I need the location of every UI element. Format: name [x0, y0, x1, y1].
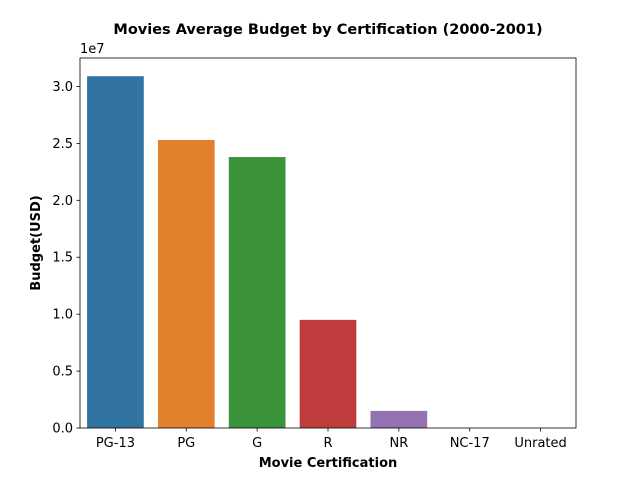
bar-pg [157, 139, 215, 428]
chart-title: Movies Average Budget by Certification (… [113, 22, 542, 38]
y-tick-label: 0.0 [52, 422, 73, 437]
y-axis-offset-label: 1e7 [80, 42, 105, 57]
y-tick-label: 0.5 [52, 365, 73, 380]
bar-pg-13 [87, 76, 144, 428]
y-tick-label: 3.0 [52, 80, 73, 95]
ticks-layer: PG-13 PG G R NR NC-17 Unrated 0.0 0.5 1.0 1.5 2.0 2.… [52, 80, 566, 451]
x-tick-label: G [252, 436, 262, 451]
y-tick-label: 1.0 [52, 308, 73, 323]
y-tick-label: 2.5 [52, 137, 73, 152]
bars-layer [87, 76, 428, 429]
bar-nr [370, 410, 428, 428]
x-tick-label: NR [389, 436, 408, 451]
bar-g [228, 157, 286, 429]
x-tick-label: NC-17 [450, 436, 490, 451]
x-tick-label: PG [177, 436, 195, 451]
x-tick-label: PG-13 [96, 436, 135, 451]
bar-r [299, 319, 357, 428]
x-tick-label: Unrated [514, 436, 566, 451]
y-axis-label: Budget(USD) [29, 195, 44, 290]
x-axis-label: Movie Certification [259, 456, 398, 471]
x-tick-label: R [323, 436, 332, 451]
y-tick-label: 1.5 [52, 251, 73, 266]
y-tick-label: 2.0 [52, 194, 73, 209]
